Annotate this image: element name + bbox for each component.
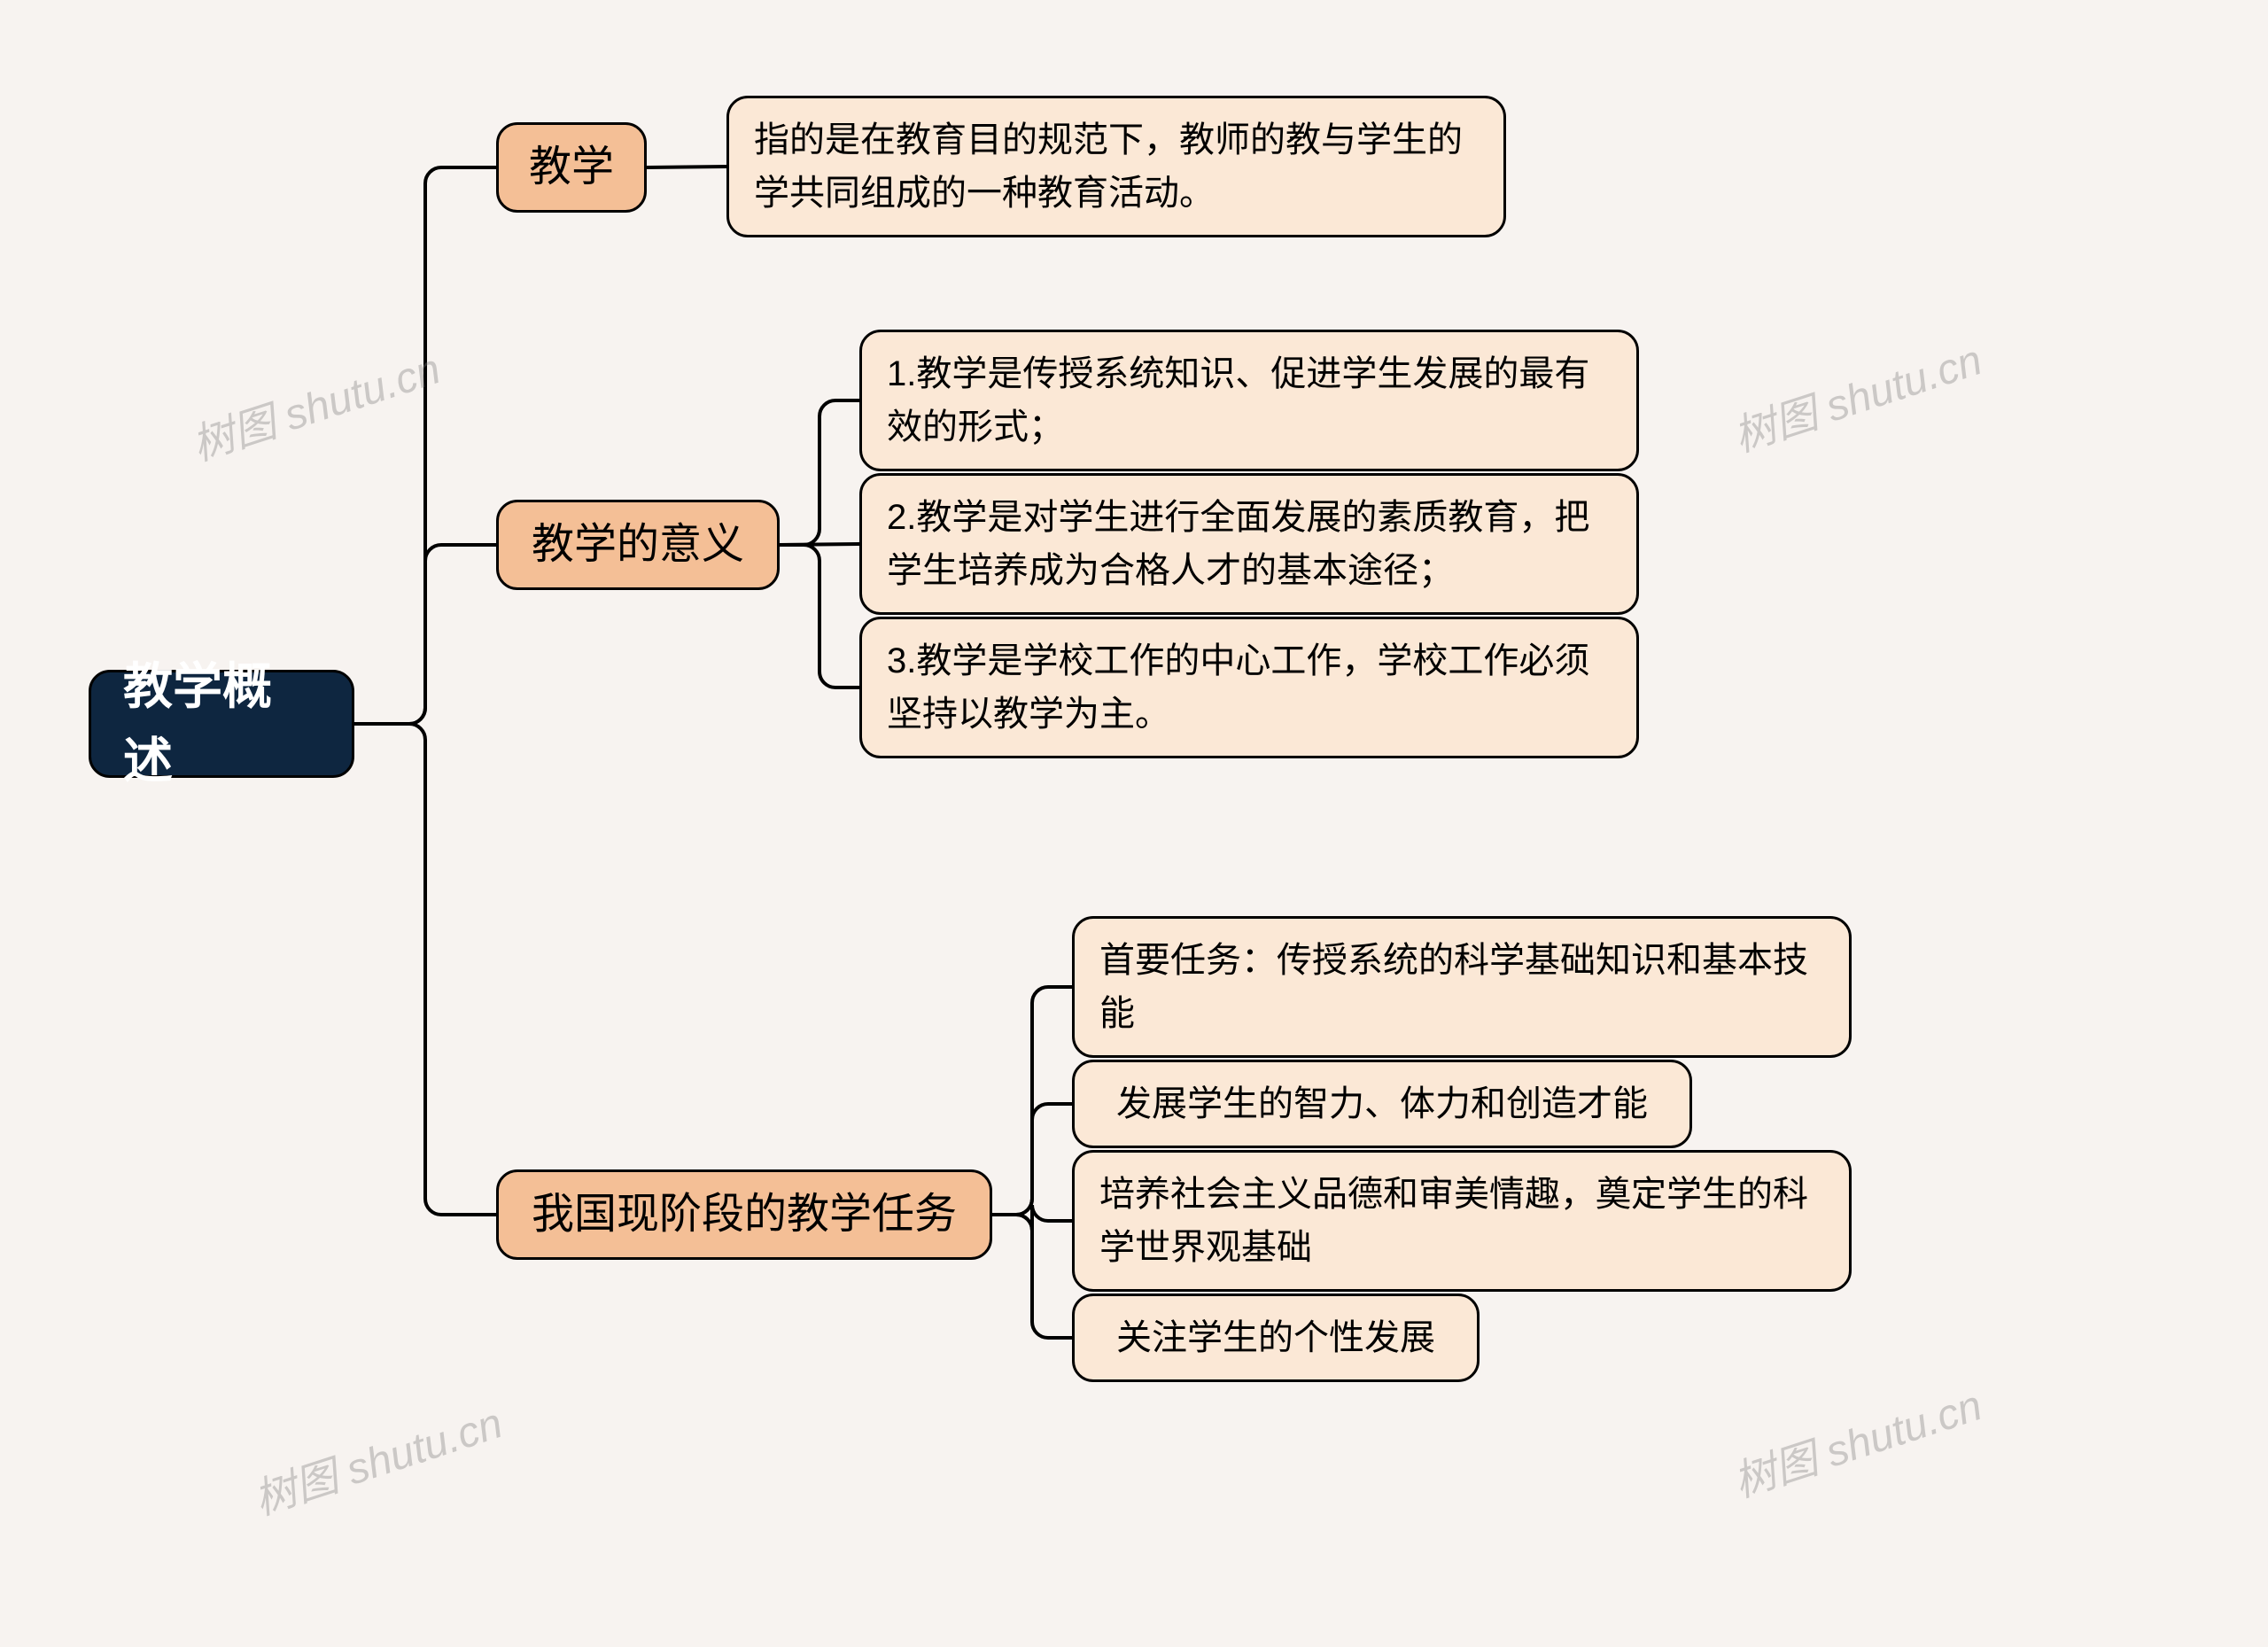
- leaf-text: 2.教学是对学生进行全面发展的素质教育，把学生培养成为合格人才的基本途径；: [887, 491, 1612, 597]
- leaf-meaning-1[interactable]: 1.教学是传授系统知识、促进学生发展的最有效的形式；: [859, 330, 1639, 471]
- leaf-text: 指的是在教育目的规范下，教师的教与学生的学共同组成的一种教育活动。: [754, 113, 1479, 220]
- branch-label: 教学的意义: [532, 513, 744, 577]
- leaf-task-2[interactable]: 发展学生的智力、体力和创造才能: [1072, 1060, 1692, 1148]
- leaf-text: 3.教学是学校工作的中心工作，学校工作必须坚持以教学为主。: [887, 634, 1612, 741]
- leaf-meaning-3[interactable]: 3.教学是学校工作的中心工作，学校工作必须坚持以教学为主。: [859, 617, 1639, 758]
- leaf-meaning-2[interactable]: 2.教学是对学生进行全面发展的素质教育，把学生培养成为合格人才的基本途径；: [859, 473, 1639, 615]
- leaf-text: 关注学生的个性发展: [1116, 1311, 1435, 1364]
- connector-layer: [0, 0, 2268, 1647]
- branch-teaching[interactable]: 教学: [496, 122, 647, 213]
- branch-label: 我国现阶段的教学任务: [532, 1183, 957, 1247]
- leaf-task-3[interactable]: 培养社会主义品德和审美情趣，奠定学生的科学世界观基础: [1072, 1150, 1852, 1292]
- leaf-text: 首要任务：传授系统的科学基础知识和基本技能: [1099, 934, 1824, 1040]
- watermark: 树图 shutu.cn: [183, 334, 447, 472]
- branch-meaning[interactable]: 教学的意义: [496, 500, 780, 590]
- branch-label: 教学: [529, 136, 614, 199]
- leaf-task-4[interactable]: 关注学生的个性发展: [1072, 1294, 1480, 1382]
- leaf-text: 发展学生的智力、体力和创造才能: [1116, 1077, 1648, 1130]
- leaf-text: 1.教学是传授系统知识、促进学生发展的最有效的形式；: [887, 347, 1612, 454]
- leaf-task-1[interactable]: 首要任务：传授系统的科学基础知识和基本技能: [1072, 916, 1852, 1058]
- branch-tasks[interactable]: 我国现阶段的教学任务: [496, 1169, 992, 1260]
- watermark: 树图 shutu.cn: [1724, 325, 1988, 463]
- watermark: 树图 shutu.cn: [245, 1388, 509, 1527]
- root-label: 教学概述: [123, 649, 320, 798]
- leaf-text: 培养社会主义品德和审美情趣，奠定学生的科学世界观基础: [1099, 1168, 1824, 1274]
- root-node[interactable]: 教学概述: [89, 670, 354, 778]
- leaf-definition[interactable]: 指的是在教育目的规范下，教师的教与学生的学共同组成的一种教育活动。: [726, 96, 1506, 237]
- watermark: 树图 shutu.cn: [1724, 1371, 1988, 1509]
